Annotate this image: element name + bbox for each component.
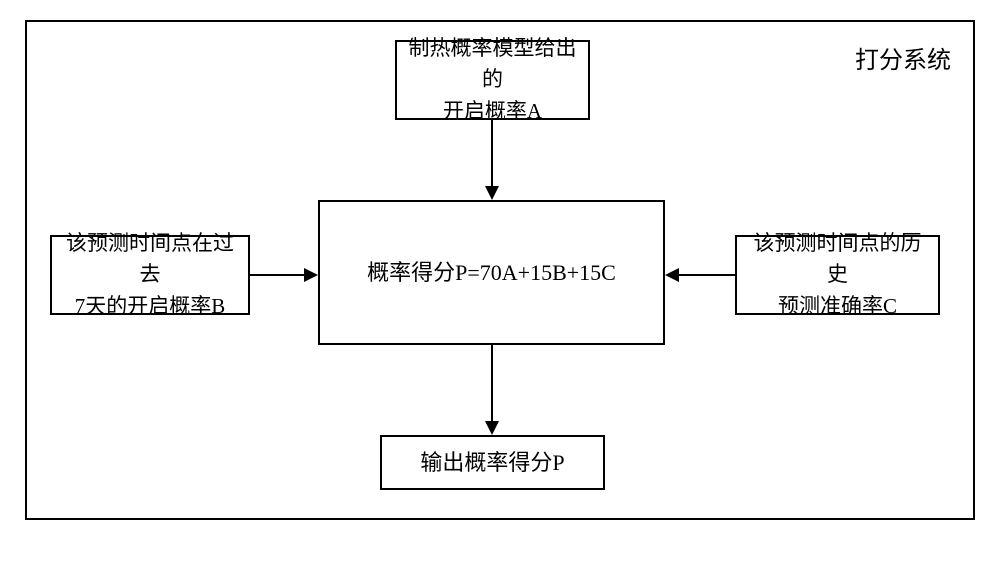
arrow-head-icon [485,421,499,435]
node-label: 该预测时间点在过去7天的开启概率B [60,228,240,323]
node-label: 概率得分P=70A+15B+15C [367,256,616,289]
node-label: 输出概率得分P [420,446,564,479]
node-output: 输出概率得分P [380,435,605,490]
node-probability-c: 该预测时间点的历史预测准确率C [735,235,940,315]
node-formula: 概率得分P=70A+15B+15C [318,200,665,345]
edge-right-center [679,274,735,276]
diagram-canvas: 打分系统 制热概率模型给出的开启概率A 该预测时间点在过去7天的开启概率B 概率… [0,0,1000,565]
node-label: 制热概率模型给出的开启概率A [405,33,580,128]
node-probability-a: 制热概率模型给出的开启概率A [395,40,590,120]
arrow-head-icon [665,268,679,282]
arrow-head-icon [485,186,499,200]
node-label: 该预测时间点的历史预测准确率C [745,228,930,323]
edge-center-bottom [491,345,493,421]
edge-top-center [491,120,493,186]
edge-left-center [250,274,304,276]
system-title: 打分系统 [855,40,951,75]
node-probability-b: 该预测时间点在过去7天的开启概率B [50,235,250,315]
arrow-head-icon [304,268,318,282]
